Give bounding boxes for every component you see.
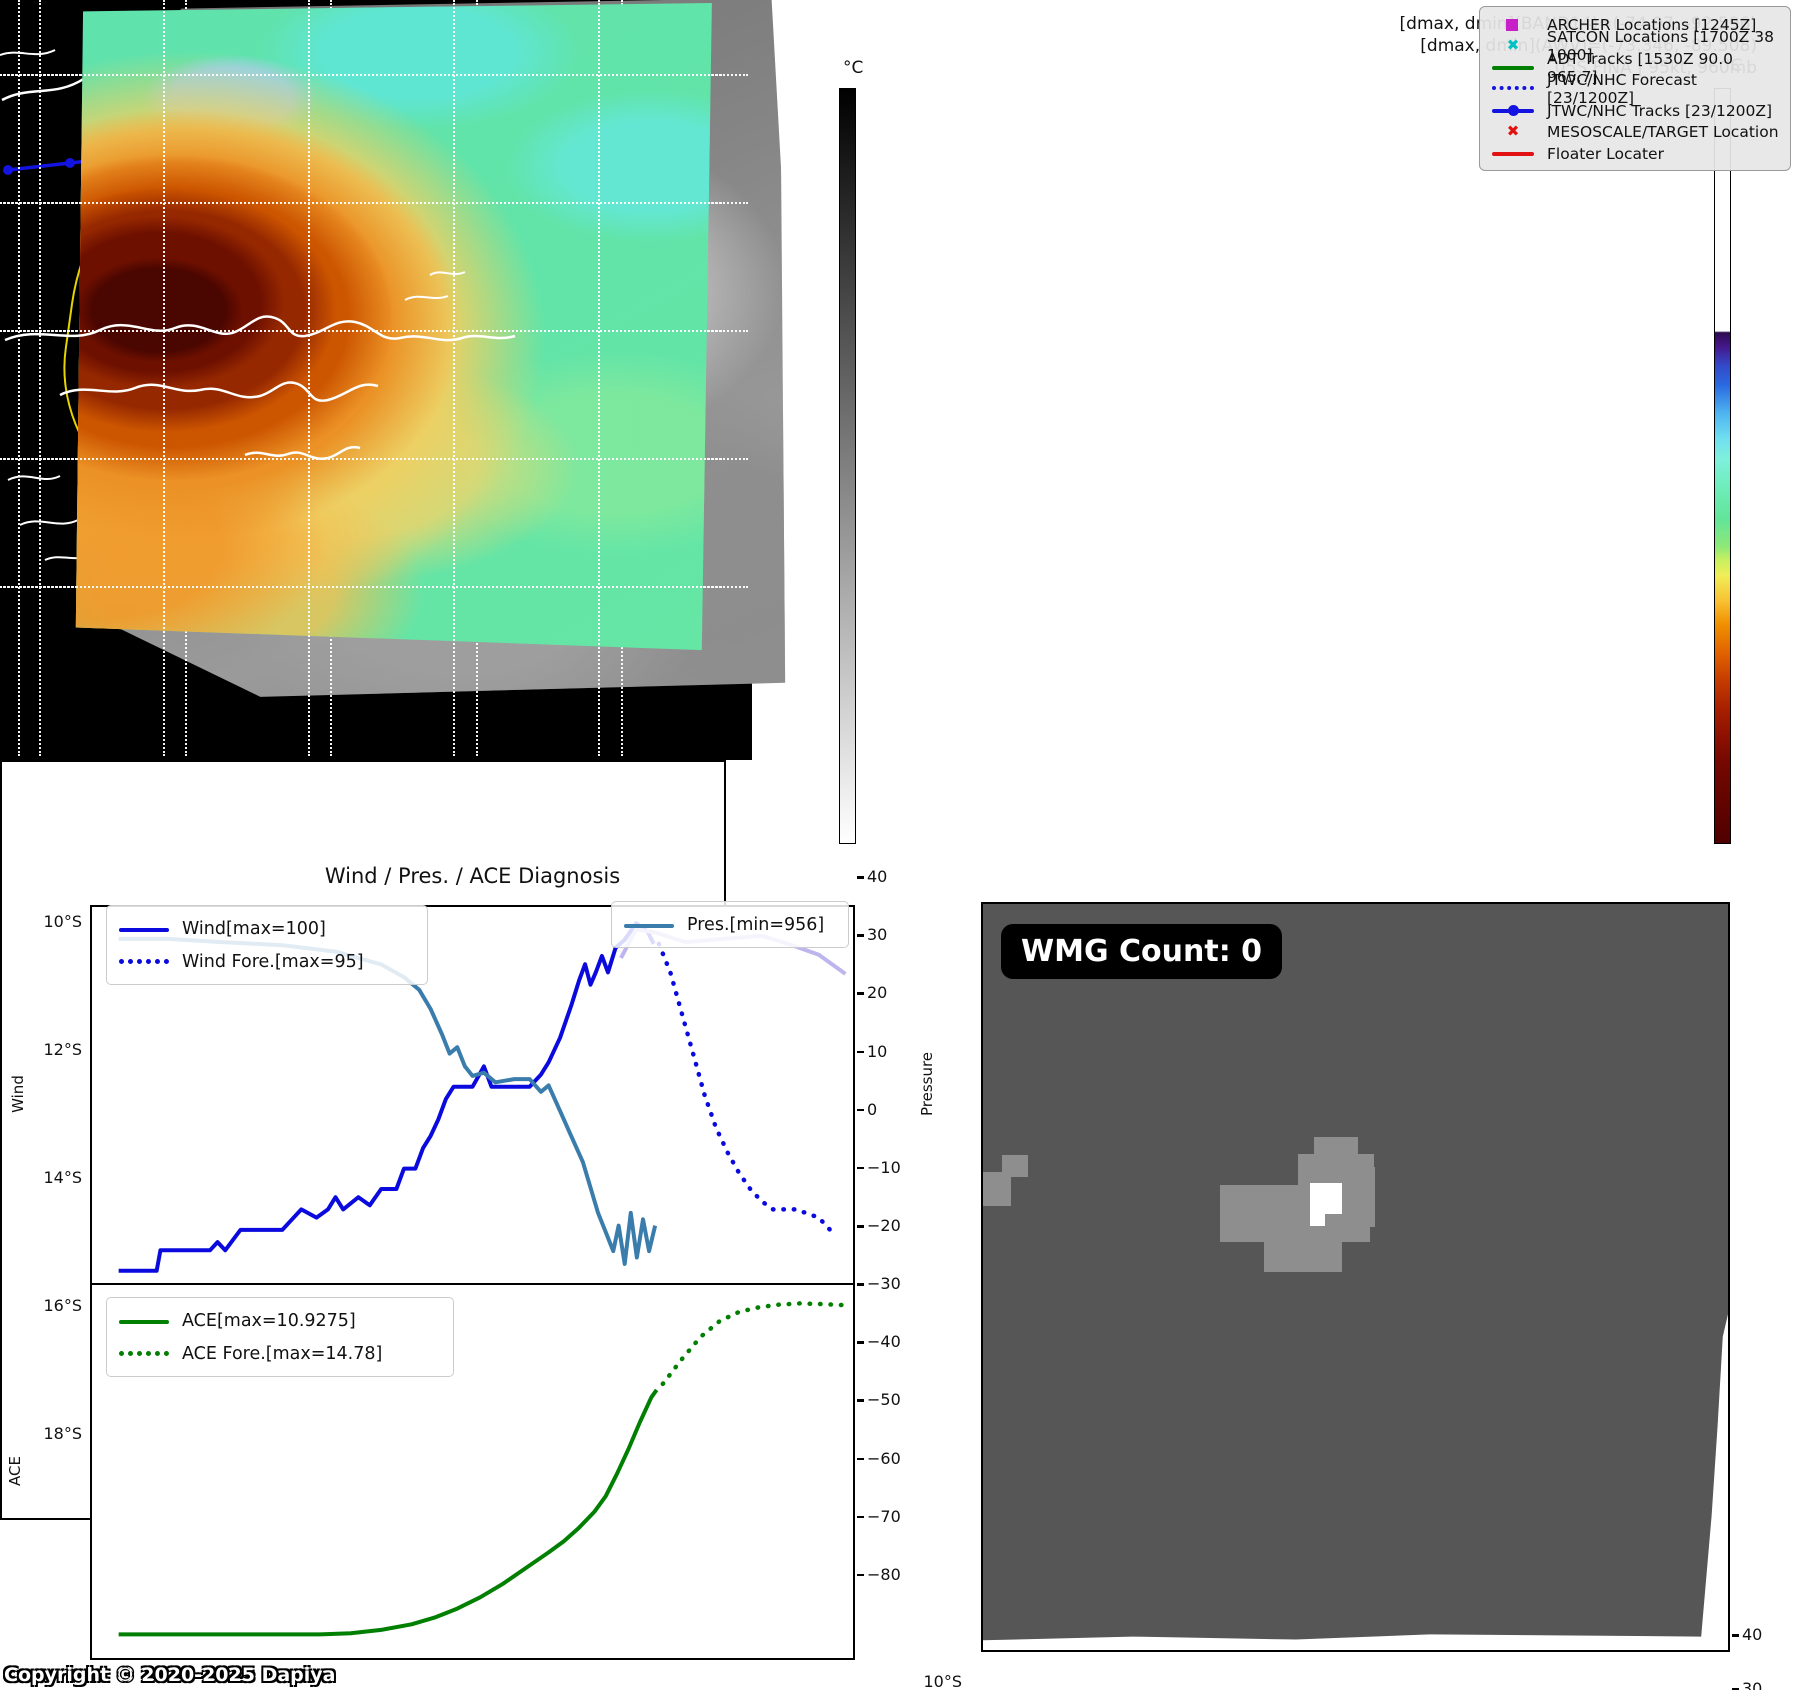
lat-tick-label: 16°S [43, 1296, 82, 1316]
dotted-line-sample [119, 959, 169, 964]
legend-label: ACE[max=10.9275] [182, 1310, 356, 1331]
wmg-white-core-2 [1310, 1212, 1325, 1226]
line-sample [119, 1319, 169, 1324]
diagnosis-title: Wind / Pres. / ACE Diagnosis [324, 864, 621, 888]
wind-axis-label: Wind [9, 1075, 27, 1113]
colorbar-tick-mark [857, 1515, 864, 1519]
colorbar-tick-label: 40 [867, 867, 888, 887]
colorbar-tick-mark [857, 1457, 864, 1461]
legend-label: Wind[max=100] [182, 918, 326, 939]
colorbar-tick-label: −30 [867, 1274, 901, 1294]
wmg-panel: WMG Count: 0 [981, 902, 1730, 1652]
colorbar-tick-label: 10 [867, 1041, 888, 1061]
ace-chart: ACE[max=10.9275] ACE Fore.[max=14.78] [90, 1283, 855, 1660]
legend-symbol-dotted [115, 1346, 173, 1362]
colorbar-tick-label: −40 [867, 1332, 901, 1352]
line-sample [119, 927, 169, 932]
legend-symbol-line [620, 917, 678, 933]
colorbar-tick-mark [857, 1166, 864, 1170]
wmg-count-badge: WMG Count: 0 [1001, 924, 1283, 979]
colorbar-tick-label: −70 [867, 1506, 901, 1526]
series-ace-fore-max-14-78- [660, 1301, 848, 1387]
colorbar-tick-label: −50 [867, 1390, 901, 1410]
wind-pressure-chart: Wind[max=100] Wind Fore.[max=95] Pres.[mi… [90, 901, 855, 1285]
colorbar-tick-label: 40 [1742, 1625, 1763, 1644]
colorbar-tick-label: −10 [867, 1157, 901, 1177]
pressure-legend: Pres.[min=956] [611, 901, 849, 948]
legend-symbol-line [115, 921, 173, 937]
colorbar-tick-label: −60 [867, 1448, 901, 1468]
legend-item: ACE Fore.[max=14.78] [115, 1337, 441, 1370]
lat-tick-label: 10°S [43, 912, 82, 932]
colorbar-tick-mark [857, 1399, 864, 1402]
colorbar-tick-mark [857, 1573, 864, 1577]
lat-tick-label: 14°S [43, 1168, 82, 1188]
legend-symbol-line [115, 1313, 173, 1329]
colorbar-tick-mark [857, 934, 864, 937]
map-gridline-v [38, 0, 41, 756]
legend-item: ACE[max=10.9275] [115, 1304, 441, 1337]
pressure-axis-label: Pressure [918, 1051, 936, 1117]
colorbar-tick-mark [857, 1108, 864, 1112]
colorbar-tick-label: 0 [867, 1099, 878, 1119]
series-wind-max-100- [118, 921, 656, 1273]
legend-item: Wind[max=100] [115, 912, 415, 945]
wmg-cluster-small [1002, 1155, 1028, 1177]
colorbar-tick-mark [1732, 1634, 1739, 1637]
colorbar-tick-mark [857, 992, 864, 995]
lat-tick-label: 10°S [923, 1672, 962, 1690]
ace-axis-label: ACE [6, 1456, 24, 1486]
colorbar-tick-label: 20 [867, 983, 888, 1003]
ace-legend: ACE[max=10.9275] ACE Fore.[max=14.78] [106, 1297, 454, 1377]
series-ace-max-10-9275- [118, 1388, 659, 1637]
colorbar-tick-label: 30 [867, 925, 888, 945]
legend-label: ACE Fore.[max=14.78] [182, 1343, 383, 1364]
colorbar-tick-mark [857, 1050, 864, 1054]
wmg-cluster-main-e [1352, 1167, 1375, 1227]
colorbar-tick-mark [857, 1283, 864, 1286]
wind-legend: Wind[max=100] Wind Fore.[max=95] [106, 905, 428, 985]
colorbar-tick-mark [1732, 1688, 1739, 1690]
wmg-cluster-small-2 [983, 1172, 1011, 1206]
wmg-swath [983, 904, 1728, 1641]
wmg-cluster-main-c [1220, 1185, 1370, 1242]
legend-item: Wind Fore.[max=95] [115, 945, 415, 978]
band14-colorbar-unit: °C [843, 58, 864, 78]
legend-item: Pres.[min=956] [620, 908, 836, 941]
colorbar-tick-label: −20 [867, 1216, 901, 1235]
dotted-line-sample [119, 1351, 169, 1356]
wmg-cluster-main-d [1264, 1240, 1342, 1272]
legend-label: Pres.[min=956] [687, 914, 825, 935]
line-sample [624, 923, 674, 928]
colorbar-tick-label: 30 [1742, 1679, 1763, 1690]
series-pres-min-956- [118, 936, 658, 1266]
lat-tick-label: 18°S [43, 1423, 82, 1443]
wmg-cluster-main-a [1314, 1137, 1358, 1156]
wmg-white-core [1310, 1183, 1342, 1214]
awv-colorbar [1714, 88, 1731, 844]
band14-colorbar [839, 88, 856, 844]
colorbar-tick-label: −80 [867, 1564, 901, 1584]
series-wind-fore-max-95- [656, 941, 833, 1233]
colorbar-tick-mark [857, 1225, 864, 1228]
legend-symbol-dotted [115, 954, 173, 970]
lat-tick-label: 12°S [43, 1039, 82, 1059]
legend-label: Wind Fore.[max=95] [182, 951, 364, 972]
colorbar-tick-mark [857, 1341, 864, 1344]
colorbar-tick-mark [857, 876, 864, 879]
